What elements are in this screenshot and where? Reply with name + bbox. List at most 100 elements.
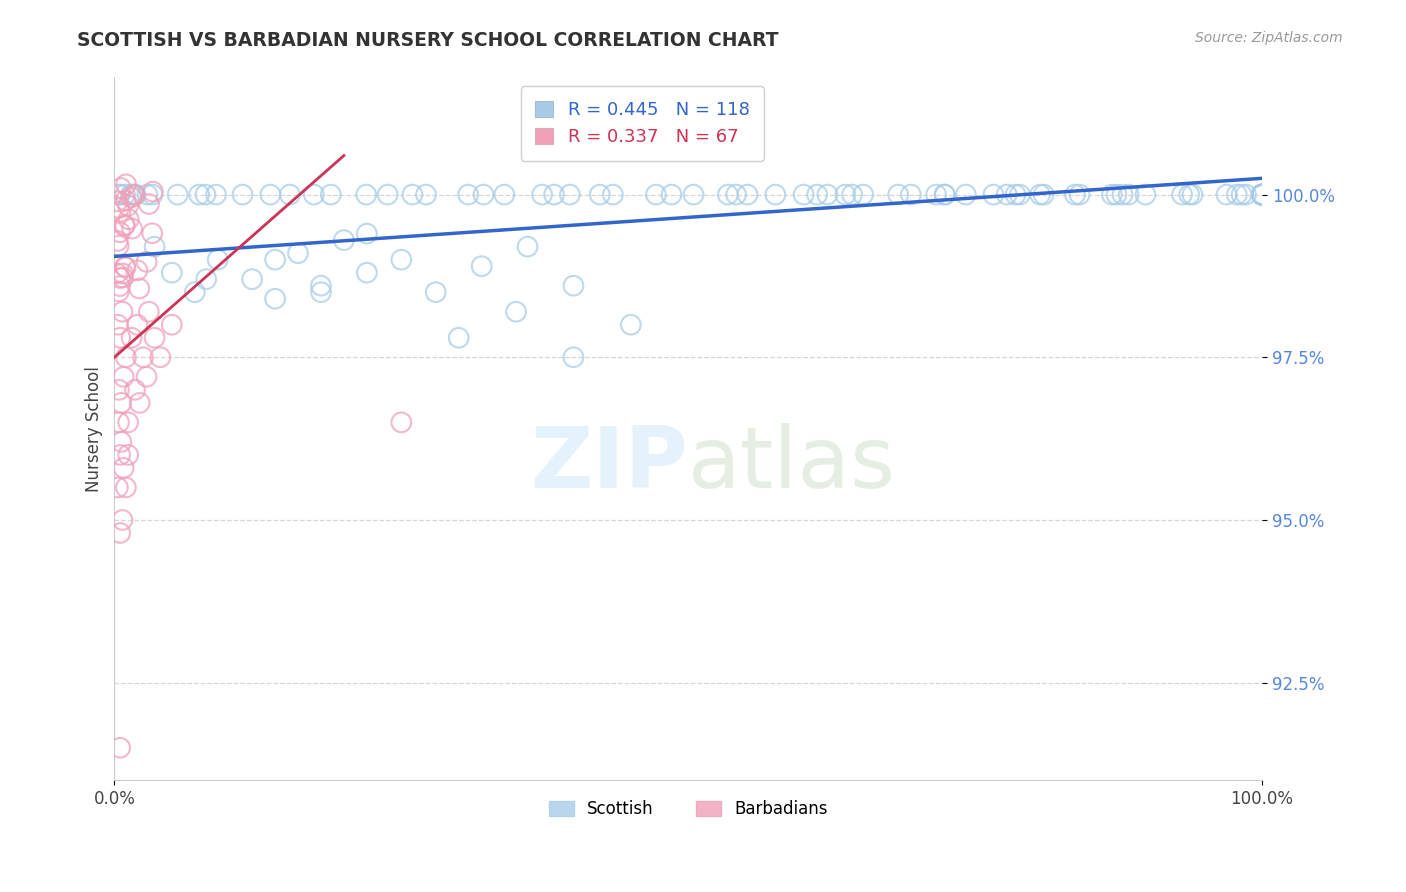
Point [166, 187, 188, 202]
Point [1178, 187, 1201, 202]
Point [127, 263, 149, 277]
Point [887, 187, 910, 202]
Point [111, 304, 134, 318]
Point [107, 194, 129, 209]
Point [815, 187, 838, 202]
Text: Source: ZipAtlas.com: Source: ZipAtlas.com [1195, 31, 1343, 45]
Point [127, 318, 149, 332]
Point [110, 434, 132, 449]
Point [309, 285, 332, 300]
Point [589, 187, 612, 202]
Point [110, 181, 132, 195]
Point [1251, 187, 1274, 202]
Point [231, 187, 253, 202]
Point [516, 240, 538, 254]
Point [1234, 187, 1257, 202]
Point [543, 187, 565, 202]
Point [302, 187, 325, 202]
Point [118, 212, 141, 227]
Point [1064, 187, 1087, 202]
Point [333, 233, 356, 247]
Point [925, 187, 948, 202]
Point [195, 272, 218, 286]
Point [737, 187, 759, 202]
Point [108, 416, 131, 430]
Point [115, 178, 138, 192]
Point [143, 240, 166, 254]
Point [602, 187, 624, 202]
Point [111, 513, 134, 527]
Point [505, 304, 527, 318]
Point [142, 185, 165, 199]
Point [149, 351, 172, 365]
Point [415, 187, 437, 202]
Point [725, 187, 748, 202]
Point [494, 187, 516, 202]
Point [852, 187, 875, 202]
Point [620, 318, 643, 332]
Point [995, 187, 1018, 202]
Y-axis label: Nursery School: Nursery School [86, 366, 103, 491]
Point [107, 234, 129, 248]
Point [1251, 187, 1274, 202]
Point [240, 272, 263, 286]
Point [135, 369, 157, 384]
Point [425, 285, 447, 300]
Point [114, 194, 136, 208]
Point [645, 187, 668, 202]
Point [160, 266, 183, 280]
Point [1029, 187, 1052, 202]
Point [1251, 187, 1274, 202]
Point [108, 201, 131, 215]
Point [389, 416, 412, 430]
Point [955, 187, 977, 202]
Point [1251, 187, 1274, 202]
Point [107, 238, 129, 252]
Point [108, 448, 131, 462]
Point [194, 187, 217, 202]
Point [457, 187, 479, 202]
Point [319, 187, 342, 202]
Point [111, 267, 134, 281]
Point [110, 396, 132, 410]
Point [806, 187, 828, 202]
Point [1135, 187, 1157, 202]
Point [143, 331, 166, 345]
Text: SCOTTISH VS BARBADIAN NURSERY SCHOOL CORRELATION CHART: SCOTTISH VS BARBADIAN NURSERY SCHOOL COR… [77, 31, 779, 50]
Point [661, 187, 683, 202]
Point [120, 190, 142, 204]
Point [264, 292, 287, 306]
Point [377, 187, 399, 202]
Point [1251, 187, 1274, 202]
Point [983, 187, 1005, 202]
Point [1251, 187, 1274, 202]
Point [1251, 187, 1274, 202]
Point [136, 187, 159, 202]
Point [354, 187, 377, 202]
Point [356, 266, 378, 280]
Point [1111, 187, 1133, 202]
Point [1118, 187, 1140, 202]
Point [763, 187, 786, 202]
Point [108, 225, 131, 239]
Point [141, 227, 163, 241]
Point [472, 187, 495, 202]
Point [121, 221, 143, 235]
Point [309, 278, 332, 293]
Point [108, 526, 131, 541]
Point [128, 396, 150, 410]
Point [132, 351, 155, 365]
Point [1215, 187, 1237, 202]
Point [115, 480, 138, 494]
Point [115, 351, 138, 365]
Point [1004, 187, 1026, 202]
Point [1181, 187, 1204, 202]
Point [1032, 187, 1054, 202]
Point [135, 255, 157, 269]
Point [1226, 187, 1249, 202]
Point [108, 331, 131, 345]
Point [120, 187, 142, 202]
Point [717, 187, 740, 202]
Point [117, 199, 139, 213]
Point [1251, 187, 1274, 202]
